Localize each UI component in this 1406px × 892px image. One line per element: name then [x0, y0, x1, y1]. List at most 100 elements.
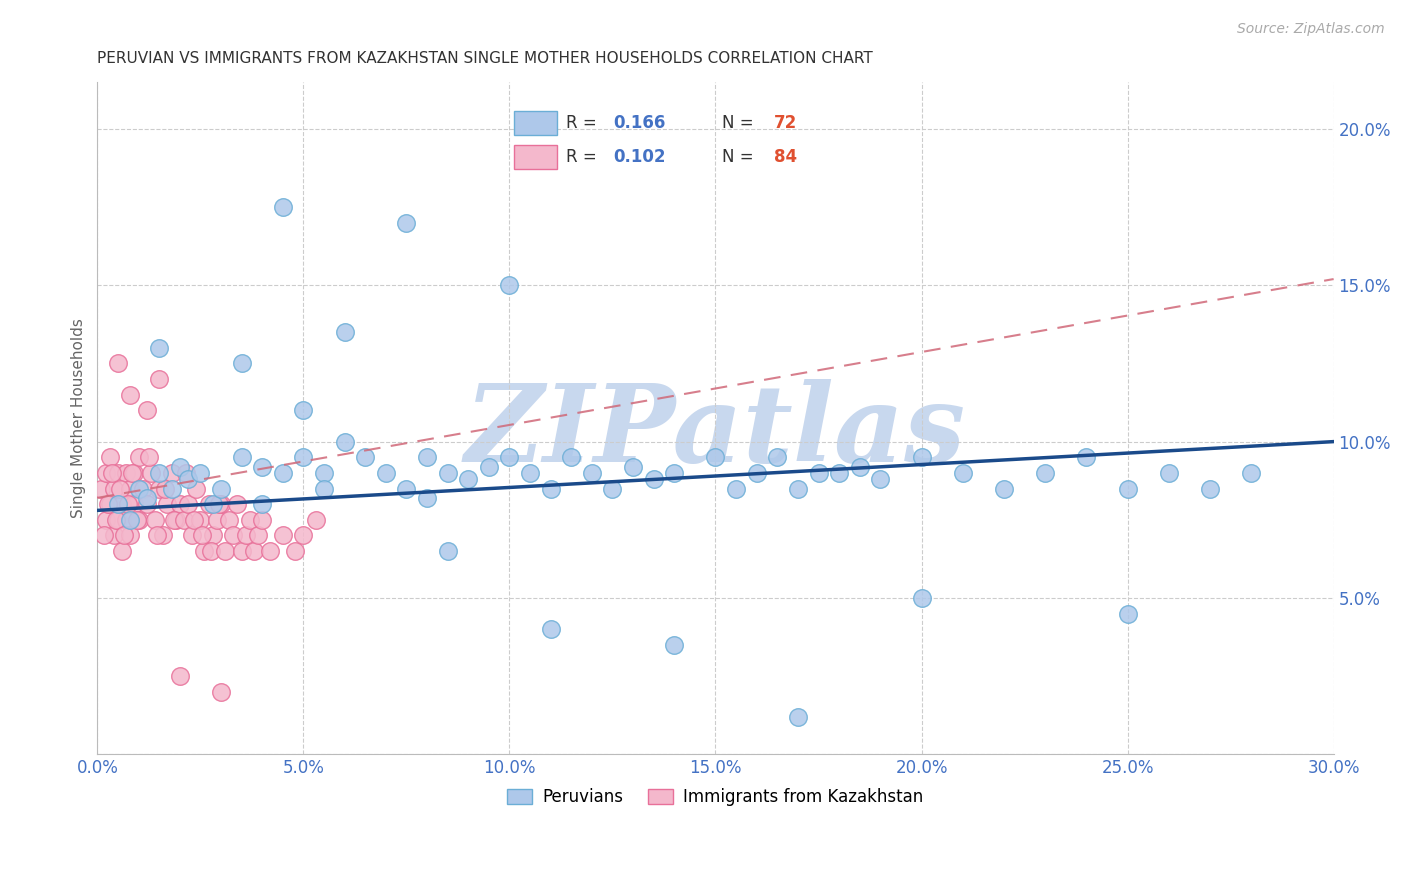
- Point: [135, 497, 157, 511]
- Point: [97, 497, 120, 511]
- Point: [200, 544, 222, 558]
- Point: [271, 528, 294, 542]
- Point: [209, 482, 232, 496]
- Point: [457, 472, 479, 486]
- Point: [103, 482, 125, 496]
- Point: [395, 482, 418, 496]
- Point: [312, 482, 335, 496]
- Point: [271, 200, 294, 214]
- Point: [190, 513, 212, 527]
- Point: [222, 528, 245, 542]
- Point: [146, 528, 169, 542]
- Point: [292, 528, 315, 542]
- Point: [239, 513, 262, 527]
- Point: [807, 466, 830, 480]
- Point: [135, 491, 157, 505]
- Point: [243, 544, 266, 558]
- Point: [128, 450, 150, 465]
- Point: [664, 638, 686, 652]
- Point: [115, 513, 138, 527]
- Y-axis label: Single Mother Households: Single Mother Households: [72, 318, 86, 518]
- Point: [131, 482, 153, 496]
- Point: [560, 450, 582, 465]
- Point: [186, 482, 208, 496]
- Point: [160, 482, 183, 496]
- Point: [1076, 450, 1098, 465]
- Point: [107, 513, 129, 527]
- Point: [111, 544, 134, 558]
- Point: [292, 450, 315, 465]
- Point: [148, 466, 170, 480]
- Point: [436, 466, 458, 480]
- Point: [115, 466, 138, 480]
- Point: [94, 466, 117, 480]
- Point: [181, 528, 204, 542]
- Point: [121, 466, 143, 480]
- Point: [197, 497, 219, 511]
- Point: [177, 497, 200, 511]
- Point: [305, 513, 328, 527]
- Point: [112, 528, 135, 542]
- Point: [292, 403, 315, 417]
- Point: [139, 466, 162, 480]
- Point: [138, 450, 160, 465]
- Point: [120, 513, 142, 527]
- Point: [120, 388, 142, 402]
- Point: [231, 544, 253, 558]
- Point: [1033, 466, 1056, 480]
- Point: [235, 528, 257, 542]
- Point: [993, 482, 1015, 496]
- Point: [787, 482, 810, 496]
- Point: [910, 591, 932, 605]
- Point: [1157, 466, 1180, 480]
- Point: [250, 513, 273, 527]
- Point: [193, 544, 215, 558]
- Point: [218, 513, 240, 527]
- Point: [250, 459, 273, 474]
- Point: [128, 482, 150, 496]
- Point: [93, 528, 115, 542]
- Point: [90, 482, 112, 496]
- Point: [169, 669, 191, 683]
- Point: [1240, 466, 1263, 480]
- Point: [107, 466, 129, 480]
- Point: [226, 497, 249, 511]
- Point: [312, 466, 335, 480]
- Text: PERUVIAN VS IMMIGRANTS FROM KAZAKHSTAN SINGLE MOTHER HOUSEHOLDS CORRELATION CHAR: PERUVIAN VS IMMIGRANTS FROM KAZAKHSTAN S…: [97, 51, 873, 66]
- Legend: Peruvians, Immigrants from Kazakhstan: Peruvians, Immigrants from Kazakhstan: [501, 781, 931, 814]
- Point: [135, 403, 157, 417]
- Point: [174, 466, 197, 480]
- Point: [259, 544, 281, 558]
- Point: [160, 466, 183, 480]
- Point: [103, 528, 125, 542]
- Point: [124, 497, 146, 511]
- Point: [271, 466, 294, 480]
- Point: [540, 482, 562, 496]
- Point: [155, 482, 177, 496]
- Point: [250, 497, 273, 511]
- Point: [704, 450, 727, 465]
- Point: [162, 513, 184, 527]
- Point: [152, 528, 174, 542]
- Point: [395, 216, 418, 230]
- Point: [205, 513, 228, 527]
- Point: [745, 466, 768, 480]
- Point: [100, 466, 122, 480]
- Point: [111, 497, 134, 511]
- Point: [107, 497, 129, 511]
- Point: [498, 450, 520, 465]
- Point: [190, 466, 212, 480]
- Point: [169, 497, 191, 511]
- Text: Source: ZipAtlas.com: Source: ZipAtlas.com: [1237, 22, 1385, 37]
- Point: [148, 372, 170, 386]
- Point: [1116, 482, 1139, 496]
- Point: [416, 450, 439, 465]
- Point: [209, 497, 232, 511]
- Point: [173, 513, 195, 527]
- Point: [333, 434, 356, 449]
- Point: [374, 466, 396, 480]
- Point: [247, 528, 270, 542]
- Point: [201, 497, 224, 511]
- Point: [128, 513, 150, 527]
- Point: [148, 482, 170, 496]
